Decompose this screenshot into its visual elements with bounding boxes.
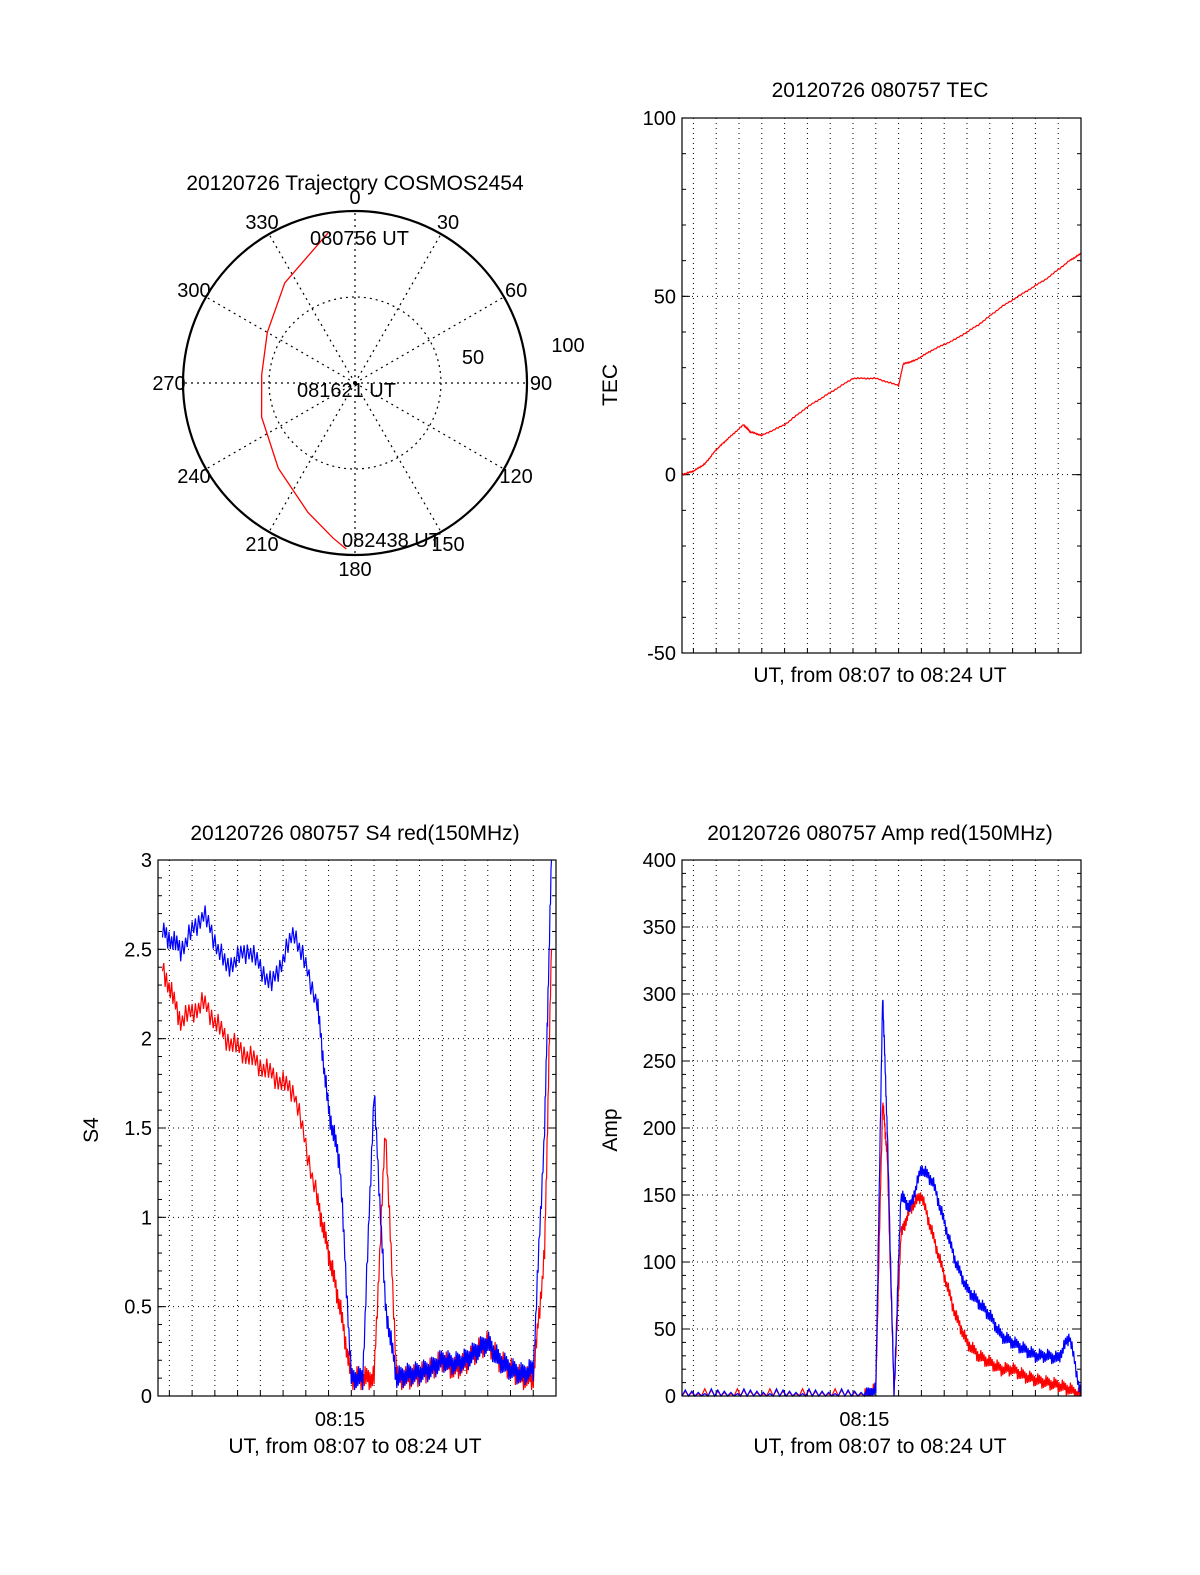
series-line-blue	[681, 999, 1082, 1398]
polar-annotation-end: 082438 UT	[342, 530, 441, 552]
y-tick-label: 2	[141, 1029, 152, 1051]
polar-title: 20120726 Trajectory COSMOS2454	[186, 172, 524, 195]
polar-azimuth-label: 210	[245, 534, 278, 556]
plot-frame	[681, 859, 1082, 1397]
y-tick-label: 0	[665, 465, 676, 487]
series-line-blue	[161, 859, 553, 1391]
y-tick-label: 0.5	[124, 1297, 152, 1319]
y-tick-label: 100	[643, 1252, 676, 1274]
tec-title: 20120726 080757 TEC	[772, 79, 989, 102]
y-tick-label: 0	[665, 1386, 676, 1408]
y-tick-label: 350	[643, 917, 676, 939]
polar-annotation-mid: 081621 UT	[297, 380, 396, 402]
polar-azimuth-label: 120	[499, 466, 532, 488]
polar-azimuth-label: 300	[177, 280, 210, 302]
polar-spoke	[268, 233, 356, 384]
y-tick-label: 100	[643, 108, 676, 130]
amp-plot-area: 0 50 100 150 200 250 300 350 400 08:15	[643, 850, 1082, 1431]
polar-plot-area: 0 30 60 90 120 150 180 210 240 270 300 330 50 100	[152, 187, 584, 581]
y-tick-label: -50	[647, 643, 676, 665]
polar-azimuth-label: 60	[505, 280, 527, 302]
x-tick-label: 08:15	[839, 1409, 889, 1431]
polar-spoke	[205, 296, 356, 384]
polar-azimuth-label: 150	[431, 534, 464, 556]
polar-azimuth-label: 90	[530, 373, 552, 395]
y-tick-label: 1	[141, 1207, 152, 1229]
y-tick-label: 50	[654, 1319, 676, 1341]
y-tick-label: 200	[643, 1118, 676, 1140]
y-tick-label: 2.5	[124, 939, 152, 961]
x-tick-label: 08:15	[315, 1409, 365, 1431]
polar-azimuth-label: 30	[437, 212, 459, 234]
polar-spoke	[354, 233, 442, 384]
y-tick-label: 1.5	[124, 1118, 152, 1140]
y-tick-label: 0	[141, 1386, 152, 1408]
s4-xlabel: UT, from 08:07 to 08:24 UT	[228, 1435, 481, 1458]
plot-frame	[157, 859, 557, 1397]
polar-spoke	[354, 382, 442, 533]
y-tick-label: 300	[643, 984, 676, 1006]
series-line-red	[681, 252, 1082, 476]
amp-title: 20120726 080757 Amp red(150MHz)	[707, 822, 1053, 845]
polar-spoke	[354, 382, 505, 470]
series-line-red	[161, 949, 553, 1391]
s4-plot-area: 0 0.5 1 1.5 2 2.5 3 08:15	[124, 850, 557, 1431]
polar-outer-circle	[181, 209, 529, 557]
plot-frame	[681, 117, 1082, 654]
polar-annotation-start: 080756 UT	[310, 228, 409, 250]
tec-plot-area: -50 0 50 100	[643, 108, 1082, 665]
polar-spoke	[205, 382, 356, 470]
y-tick-label: 150	[643, 1185, 676, 1207]
s4-title: 20120726 080757 S4 red(150MHz)	[190, 822, 519, 845]
polar-spoke	[354, 296, 505, 384]
amp-xlabel: UT, from 08:07 to 08:24 UT	[753, 1435, 1006, 1458]
y-tick-label: 250	[643, 1051, 676, 1073]
y-tick-label: 50	[654, 286, 676, 308]
amp-ylabel: Amp	[599, 1108, 622, 1151]
amp-chart: 20120726 080757 Amp red(150MHz) 0 50 100 15…	[599, 822, 1082, 1458]
polar-azimuth-label: 240	[177, 466, 210, 488]
s4-chart: 20120726 080757 S4 red(150MHz) 0 0.5 1 1.5 2…	[80, 822, 557, 1458]
polar-azimuth-label: 180	[338, 559, 371, 581]
polar-trajectory-line	[260, 231, 347, 550]
tec-ylabel: TEC	[599, 364, 622, 406]
y-tick-label: 400	[643, 850, 676, 872]
polar-azimuth-label: 270	[152, 373, 185, 395]
tec-xlabel: UT, from 08:07 to 08:24 UT	[753, 664, 1006, 687]
polar-chart: 20120726 Trajectory COSMOS2454 0 30 60 90 12…	[152, 172, 584, 581]
tec-chart: 20120726 080757 TEC -50 0 50 100 TEC UT, fr…	[599, 79, 1082, 687]
polar-radial-label: 100	[551, 335, 584, 357]
polar-azimuth-label: 330	[245, 212, 278, 234]
polar-radial-label: 50	[462, 347, 484, 369]
polar-azimuth-label: 0	[349, 187, 360, 209]
y-tick-label: 3	[141, 850, 152, 872]
polar-spoke	[268, 382, 356, 533]
s4-ylabel: S4	[80, 1117, 103, 1143]
